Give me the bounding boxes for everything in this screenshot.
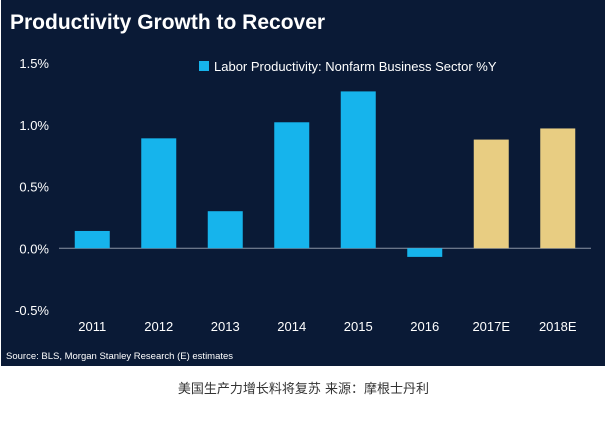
bar-2013 xyxy=(207,211,243,249)
bar-chart: Productivity Growth to Recover Labor Pro… xyxy=(6,11,591,362)
bar-2016 xyxy=(407,248,443,257)
chart-panel: Productivity Growth to Recover Labor Pro… xyxy=(1,0,605,366)
y-tick-label: 1.0% xyxy=(19,118,49,133)
legend-label: Labor Productivity: Nonfarm Business Sec… xyxy=(214,59,497,74)
x-tick-label: 2012 xyxy=(144,319,173,334)
x-tick-label: 2016 xyxy=(410,319,439,334)
image-caption: 美国生产力增长料将复苏 来源：摩根士丹利 xyxy=(177,382,430,397)
x-tick-label: 2018E xyxy=(539,319,577,334)
bar-2015 xyxy=(340,91,376,249)
legend: Labor Productivity: Nonfarm Business Sec… xyxy=(199,59,497,74)
bar-2011 xyxy=(74,230,110,249)
y-tick-label: -0.5% xyxy=(15,303,49,318)
y-tick-label: 0.0% xyxy=(19,241,49,256)
y-axis-ticks: 1.5% 1.0% 0.5% 0.0% -0.5% xyxy=(15,56,49,318)
bar-2014 xyxy=(274,122,310,249)
bar-2017e xyxy=(473,139,509,249)
chart-title: Productivity Growth to Recover xyxy=(10,11,325,34)
x-tick-label: 2017E xyxy=(472,319,510,334)
bar-2018e xyxy=(540,128,576,249)
x-axis-ticks: 2011 2012 2013 2014 2015 2016 2017E 2018E xyxy=(78,319,577,334)
source-note: Source: BLS, Morgan Stanley Research (E)… xyxy=(6,351,233,362)
x-tick-label: 2011 xyxy=(78,319,106,334)
x-tick-label: 2015 xyxy=(344,319,373,334)
x-tick-label: 2014 xyxy=(277,319,306,334)
y-tick-label: 0.5% xyxy=(19,180,49,195)
y-tick-label: 1.5% xyxy=(19,56,49,71)
x-tick-label: 2013 xyxy=(211,319,240,334)
legend-swatch xyxy=(199,61,209,71)
bars xyxy=(74,91,576,257)
bar-2012 xyxy=(141,138,177,249)
